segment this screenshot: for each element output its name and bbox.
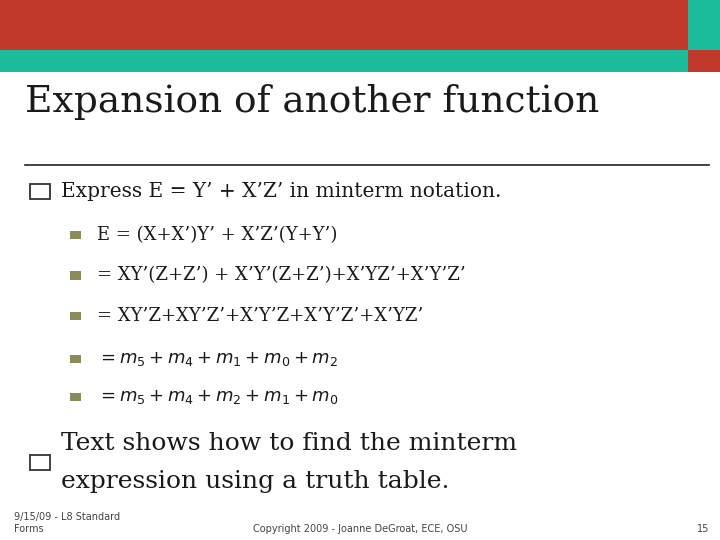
Bar	[70, 355, 81, 363]
Bar	[70, 312, 81, 320]
Bar	[70, 393, 81, 401]
Text: Text shows how to find the minterm: Text shows how to find the minterm	[61, 433, 517, 455]
Text: $= m_5 + m_4 + m_1 + m_0 + m_2$: $= m_5 + m_4 + m_1 + m_0 + m_2$	[97, 350, 338, 368]
Bar	[70, 231, 81, 239]
Text: 15: 15	[697, 523, 709, 534]
Text: 9/15/09 - L8 Standard
Forms: 9/15/09 - L8 Standard Forms	[14, 512, 120, 534]
Text: $= m_5 + m_4 + m_2 + m_1 + m_0$: $= m_5 + m_4 + m_2 + m_1 + m_0$	[97, 388, 338, 406]
Text: = XY’(Z+Z’) + X’Y’(Z+Z’)+X’YZ’+X’Y’Z’: = XY’(Z+Z’) + X’Y’(Z+Z’)+X’YZ’+X’Y’Z’	[97, 266, 466, 285]
Text: Expansion of another function: Expansion of another function	[25, 84, 600, 120]
Text: expression using a truth table.: expression using a truth table.	[61, 470, 450, 493]
Text: = XY’Z+XY’Z’+X’Y’Z+X’Y’Z’+X’YZ’: = XY’Z+XY’Z’+X’Y’Z+X’Y’Z’+X’YZ’	[97, 307, 423, 325]
Bar	[70, 271, 81, 280]
Bar	[30, 184, 50, 199]
Text: E = (X+X’)Y’ + X’Z’(Y+Y’): E = (X+X’)Y’ + X’Z’(Y+Y’)	[97, 226, 338, 244]
Bar	[30, 455, 50, 470]
Text: Express E = Y’ + X’Z’ in minterm notation.: Express E = Y’ + X’Z’ in minterm notatio…	[61, 182, 502, 201]
Text: Copyright 2009 - Joanne DeGroat, ECE, OSU: Copyright 2009 - Joanne DeGroat, ECE, OS…	[253, 523, 467, 534]
